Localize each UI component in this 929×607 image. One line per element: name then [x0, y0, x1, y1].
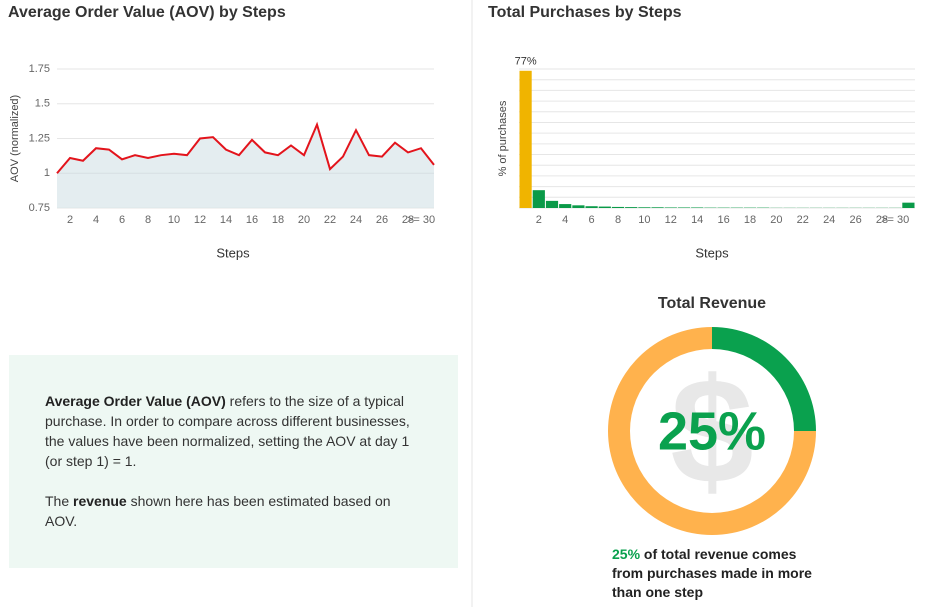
x-tick-label: 4: [562, 214, 568, 226]
watermark: $: [670, 347, 753, 515]
info-paragraph: The revenue shown here has been estimate…: [45, 491, 422, 531]
bar: [585, 206, 598, 208]
chart-title: Average Order Value (AOV) by Steps: [8, 4, 286, 21]
y-tick-label: 1.75: [29, 63, 50, 75]
bar: [598, 206, 611, 208]
caption-text: 25%: [612, 546, 641, 562]
x-tick-label: 6: [119, 214, 125, 226]
bar: [902, 202, 915, 208]
bar: [638, 207, 651, 208]
donut-segment: [712, 327, 816, 431]
x-tick-label: 18: [744, 214, 756, 226]
x-tick-label: 12: [194, 214, 206, 226]
y-tick-label: 1.25: [29, 132, 50, 144]
y-tick-label: 0.75: [29, 202, 50, 214]
x-tick-label: 28: [402, 214, 414, 226]
x-tick-label: 20: [298, 214, 310, 226]
chart-title: Total Purchases by Steps: [488, 4, 682, 21]
x-tick-label: 24: [823, 214, 835, 226]
chart-title: Total Revenue: [658, 295, 766, 312]
info-panel: Average Order Value (AOV) refers to the …: [9, 355, 458, 568]
x-tick-label: 12: [665, 214, 677, 226]
x-tick-label: 26: [376, 214, 388, 226]
x-tick-label: 20: [770, 214, 782, 226]
x-tick-label: 10: [638, 214, 650, 226]
x-tick-label: 16: [717, 214, 729, 226]
x-tick-label: 8: [145, 214, 151, 226]
bar: [651, 207, 664, 208]
info-text: revenue: [73, 493, 127, 509]
bar: [677, 207, 691, 208]
bar: [691, 207, 704, 208]
info-text: refers to the size of a typical purchase…: [45, 393, 410, 469]
bar: [559, 204, 572, 208]
bar: [611, 206, 625, 208]
x-tick-label: 26: [849, 214, 861, 226]
info-paragraph: Average Order Value (AOV) refers to the …: [45, 391, 422, 471]
x-tick-label: 18: [272, 214, 284, 226]
revenue-caption: 25% of total revenue comes from purchase…: [612, 545, 812, 602]
bar: [625, 207, 638, 208]
x-tick-label: 10: [168, 214, 180, 226]
x-tick-label: >= 30: [407, 214, 435, 226]
bar: [532, 190, 545, 208]
line: [56, 121, 435, 174]
x-tick-label: 24: [350, 214, 362, 226]
x-tick-label: 28: [876, 214, 888, 226]
info-text: shown here has been estimated based on A…: [45, 493, 391, 529]
x-tick-label: 14: [691, 214, 703, 226]
bar: [545, 200, 559, 208]
data-label: 77%: [515, 56, 537, 68]
x-tick-label: 14: [220, 214, 232, 226]
x-axis-label: Steps: [695, 245, 729, 260]
y-tick-label: 1: [44, 167, 50, 179]
bar: [519, 70, 532, 209]
y-axis-label: AOV (normalized): [9, 95, 21, 182]
x-tick-label: 8: [615, 214, 621, 226]
x-tick-label: 6: [589, 214, 595, 226]
x-tick-label: 4: [93, 214, 99, 226]
y-tick-label: 1.5: [35, 98, 50, 110]
x-tick-label: >= 30: [881, 214, 909, 226]
bar: [664, 207, 677, 208]
x-tick-label: 22: [324, 214, 336, 226]
x-tick-label: 2: [67, 214, 73, 226]
info-text: The: [45, 493, 74, 509]
y-axis-label: % of purchases: [497, 100, 509, 176]
x-tick-label: 2: [536, 214, 542, 226]
x-axis-label: Steps: [216, 245, 250, 260]
center-label: 25%: [658, 401, 766, 461]
x-tick-label: 16: [246, 214, 258, 226]
x-tick-label: 22: [797, 214, 809, 226]
area: [57, 124, 434, 208]
bar: [572, 205, 585, 208]
info-text: Average Order Value (AOV): [45, 393, 226, 409]
caption-text: of total revenue comes from purchases ma…: [612, 546, 812, 600]
